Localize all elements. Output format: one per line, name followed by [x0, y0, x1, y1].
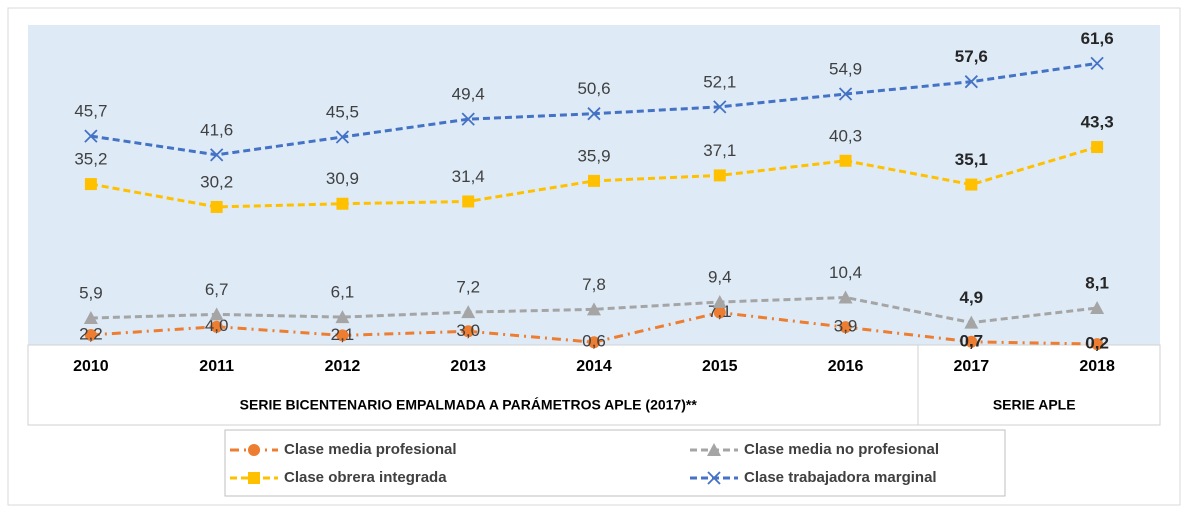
- data-label: 2,2: [79, 324, 103, 343]
- data-point: [84, 178, 97, 191]
- data-label: 45,7: [74, 102, 107, 121]
- data-point: [965, 335, 978, 348]
- legend-marker: [248, 444, 260, 456]
- legend-label: Clase media no profesional: [744, 441, 939, 458]
- x-tick-label: 2010: [73, 358, 109, 375]
- group-label: SERIE BICENTENARIO EMPALMADA A PARÁMETRO…: [240, 397, 698, 413]
- data-label: 7,8: [582, 275, 606, 294]
- legend-label: Clase obrera integrada: [284, 469, 447, 486]
- data-point: [965, 178, 978, 191]
- data-label: 6,1: [331, 283, 355, 302]
- data-label: 35,1: [955, 150, 988, 169]
- legend-label: Clase trabajadora marginal: [744, 469, 937, 486]
- x-tick-label: 2017: [954, 358, 990, 375]
- chart-frame: [7, 7, 1181, 506]
- group-label: SERIE APLE: [993, 397, 1076, 413]
- data-point: [84, 129, 98, 143]
- data-point: [335, 130, 350, 144]
- data-point: [588, 174, 600, 187]
- data-point: [587, 107, 601, 121]
- data-label: 35,9: [577, 146, 610, 165]
- data-point: [838, 87, 853, 101]
- data-point: [1090, 56, 1104, 71]
- data-label: 8,1: [1085, 273, 1109, 292]
- data-point: [839, 154, 852, 167]
- data-point: [838, 290, 853, 304]
- data-point: [210, 148, 224, 162]
- data-label: 43,3: [1081, 113, 1114, 132]
- data-label: 2,1: [331, 325, 355, 344]
- data-label: 4,0: [205, 316, 229, 335]
- data-point: [83, 311, 98, 325]
- data-label: 50,6: [577, 79, 610, 98]
- data-label: 54,9: [829, 60, 862, 79]
- data-label: 57,6: [955, 47, 988, 66]
- data-point: [84, 328, 97, 341]
- data-label: 3,0: [456, 321, 480, 340]
- data-label: 9,4: [708, 268, 732, 287]
- data-point: [335, 310, 350, 324]
- legend: [224, 429, 1006, 497]
- data-label: 31,4: [452, 167, 485, 186]
- data-point: [462, 195, 475, 208]
- data-point: [713, 169, 726, 182]
- data-point: [210, 320, 223, 333]
- data-label: 30,2: [200, 172, 233, 191]
- data-label: 49,4: [452, 85, 485, 104]
- data-label: 10,4: [829, 263, 862, 282]
- data-point: [461, 112, 475, 126]
- series-line: [90, 295, 1098, 325]
- x-tick-label: 2015: [702, 358, 738, 375]
- data-label: 35,2: [74, 150, 107, 169]
- data-point: [1091, 141, 1104, 154]
- data-label: 52,1: [703, 72, 736, 91]
- data-point: [210, 200, 223, 213]
- data-point: [713, 306, 726, 319]
- data-label: 0,7: [960, 331, 984, 350]
- x-tick-label: 2011: [199, 358, 234, 375]
- data-label: 41,6: [200, 120, 233, 139]
- x-tick-label: 2016: [828, 358, 864, 375]
- legend-label: Clase media profesional: [284, 441, 457, 458]
- data-label: 61,6: [1081, 29, 1114, 48]
- data-label: 40,3: [829, 126, 862, 145]
- data-label: 37,1: [703, 141, 736, 160]
- x-tick-label: 2014: [576, 358, 612, 375]
- data-point: [964, 315, 979, 329]
- legend-marker: [707, 443, 721, 456]
- x-tick-label: 2012: [325, 358, 361, 375]
- data-point: [462, 325, 475, 338]
- data-label: 5,9: [79, 284, 103, 303]
- data-label: 0,2: [1085, 334, 1109, 353]
- legend-marker: [707, 471, 721, 485]
- data-point: [1090, 300, 1105, 314]
- x-tick-label: 2018: [1079, 358, 1115, 375]
- data-point: [1091, 338, 1104, 351]
- data-point: [713, 100, 727, 114]
- data-label: 6,7: [205, 280, 229, 299]
- data-point: [712, 295, 727, 309]
- x-tick-label: 2013: [450, 358, 486, 375]
- data-point: [964, 75, 978, 89]
- data-label: 7,2: [456, 278, 480, 297]
- axis-table: [27, 344, 1161, 426]
- data-label: 30,9: [326, 169, 359, 188]
- data-point: [587, 302, 601, 316]
- data-point: [839, 321, 852, 334]
- data-point: [588, 336, 600, 349]
- data-label: 4,9: [960, 288, 984, 307]
- legend-marker: [248, 472, 260, 484]
- data-label: 3,9: [834, 317, 858, 336]
- data-point: [336, 197, 349, 210]
- data-label: 45,5: [326, 102, 359, 121]
- data-label: 0,6: [582, 332, 606, 351]
- data-point: [461, 305, 476, 319]
- data-point: [336, 329, 349, 342]
- data-point: [209, 307, 224, 321]
